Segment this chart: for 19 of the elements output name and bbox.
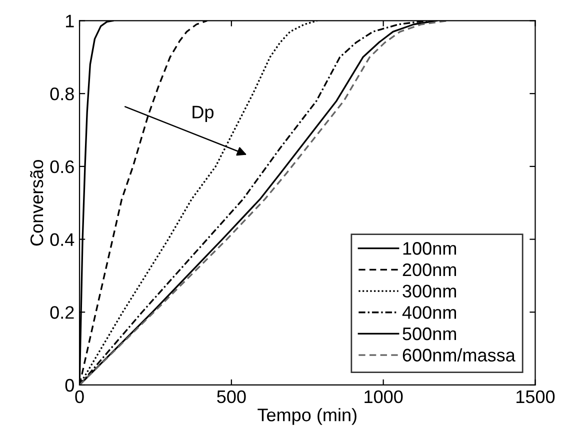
y-tick-label: 0.2 <box>50 306 74 319</box>
y-tick-label: 0.4 <box>50 233 74 246</box>
legend-label: 400nm <box>402 306 456 319</box>
x-tick-label: 0 <box>75 390 84 404</box>
y-tick-label: 1 <box>66 14 74 28</box>
y-tick-label: 0.6 <box>50 160 74 174</box>
legend-label: 500nm <box>402 327 456 340</box>
legend-label: 100nm <box>403 242 456 255</box>
legend-label: 200nm <box>402 263 456 276</box>
legend-label: 300nm <box>402 284 456 298</box>
annotation: Dp <box>192 106 214 122</box>
y-tick-label: 0 <box>65 378 74 392</box>
y-axis-title: Conversão <box>30 160 44 246</box>
x-tick-label: 1500 <box>516 390 555 404</box>
x-tick-label: 500 <box>217 390 246 404</box>
x-tick-label: 1000 <box>364 390 403 404</box>
x-axis-title: Tempo (min) <box>258 408 356 425</box>
legend-label: 600nm/massa <box>402 348 516 362</box>
y-tick-label: 0.8 <box>50 88 74 100</box>
